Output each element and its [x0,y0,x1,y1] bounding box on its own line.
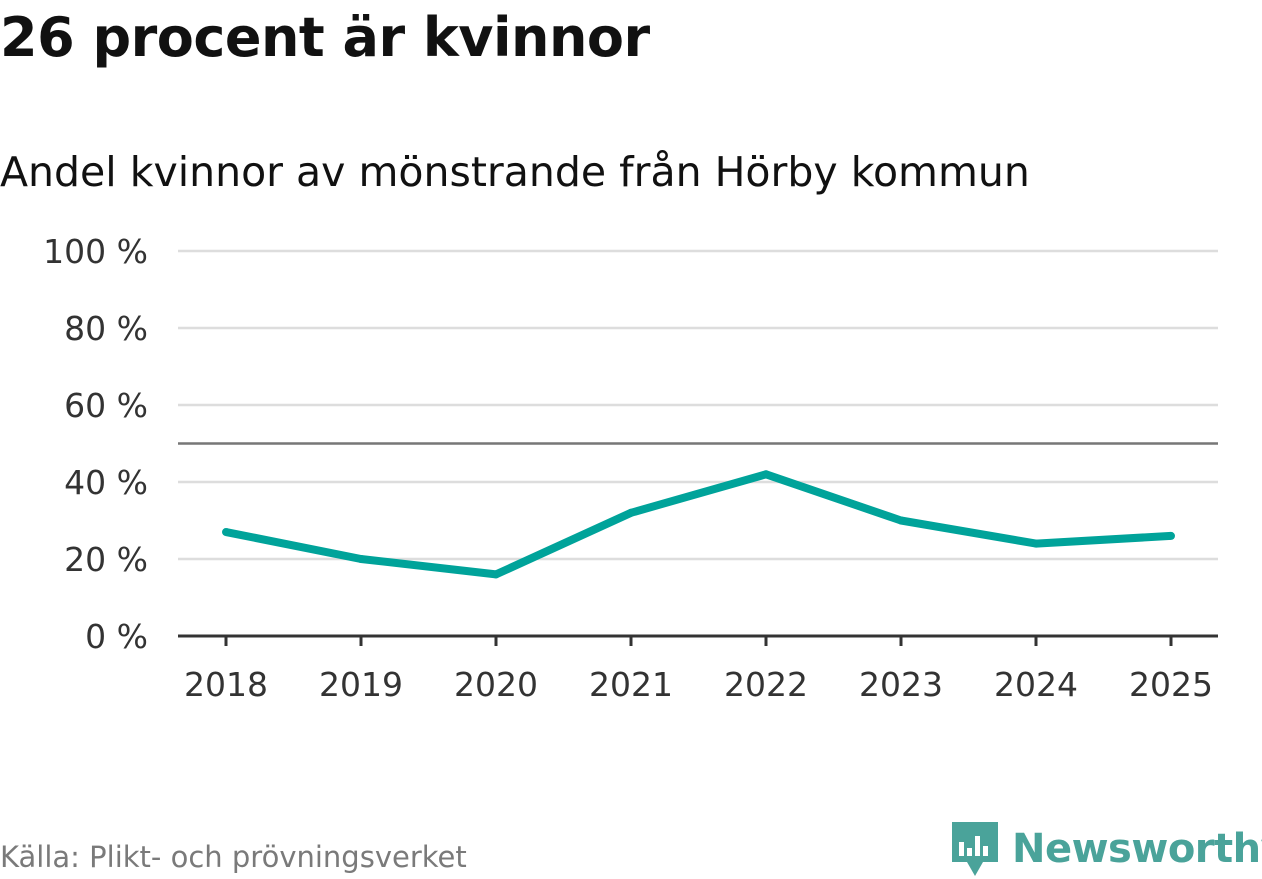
data-point [222,528,230,537]
series-line [225,470,1172,579]
newsworthy-logo-text: Newsworthy [1012,826,1262,872]
y-tick-label: 100 % [43,232,148,271]
y-tick-label: 40 % [64,463,148,502]
y-tick-label: 20 % [64,540,148,579]
y-tick-label: 80 % [64,309,148,348]
data-point [1032,539,1040,548]
data-point [897,516,905,525]
data-point [357,555,365,563]
data-point [627,508,635,517]
y-tick-label: 60 % [64,386,148,425]
data-point [762,470,770,479]
x-tick-label: 2020 [454,665,538,704]
y-tick-label: 0 % [85,617,148,656]
data-point [1167,531,1175,540]
x-tick-label: 2018 [184,665,268,704]
x-tick-label: 2021 [589,665,673,704]
x-tick-label: 2019 [319,665,403,704]
x-tick-label: 2023 [859,665,943,704]
chart-subtitle: Andel kvinnor av mönstrande från Hörby k… [0,148,1030,196]
data-point [492,570,500,579]
x-tick-label: 2025 [1129,665,1213,704]
x-tick-label: 2024 [994,665,1078,704]
newsworthy-logo-icon [952,822,998,876]
x-tick-label: 2022 [724,665,808,704]
newsworthy-logo: Newsworthy [950,820,1262,878]
source-note: Källa: Plikt- och prövningsverket [0,840,467,874]
chart-title: 26 procent är kvinnor [0,6,650,69]
